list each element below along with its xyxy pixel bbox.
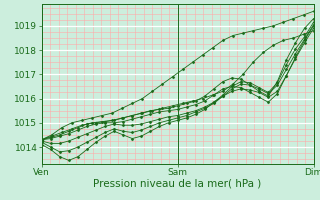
X-axis label: Pression niveau de la mer( hPa ): Pression niveau de la mer( hPa ) xyxy=(93,179,262,189)
